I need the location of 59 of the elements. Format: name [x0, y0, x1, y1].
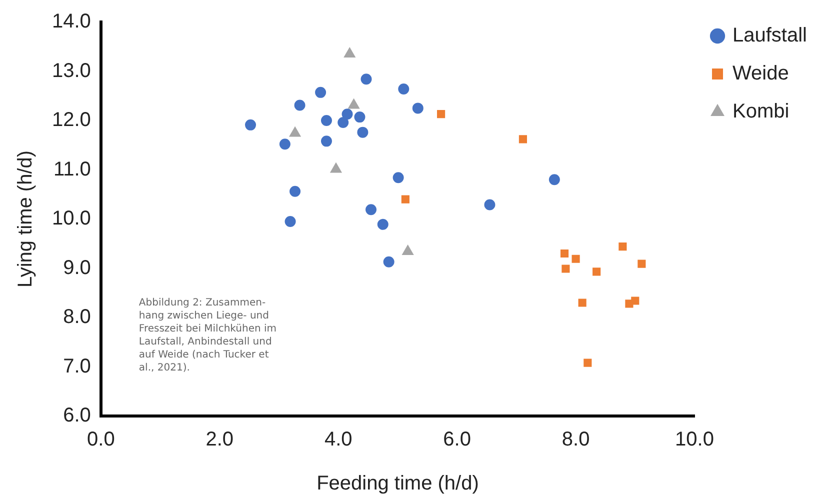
point	[638, 260, 646, 268]
annotation: Abbildung 2: Zusammen- hang zwischen Liege- und Fresszeit bei Milchkühen im Laufstall, Anbindestall und auf Weide (nach Tucker et al., 2021).	[138, 297, 277, 374]
x-tick-label: 6.0	[443, 428, 471, 451]
point	[366, 204, 377, 216]
point	[315, 86, 326, 98]
point	[398, 83, 410, 94]
point	[484, 199, 496, 210]
point	[279, 138, 290, 150]
y-tick-label: 14.0	[52, 10, 91, 33]
point	[320, 115, 332, 126]
x-tick-label: 0.0	[87, 428, 115, 451]
point	[584, 358, 592, 367]
point	[344, 48, 356, 58]
point	[338, 116, 349, 128]
legend-label: Kombi	[732, 100, 790, 123]
legend-label: Laufstall	[732, 24, 808, 47]
point	[330, 162, 342, 173]
point	[562, 264, 570, 273]
point	[412, 102, 424, 114]
y-tick-label: 11.0	[53, 158, 91, 180]
y-tick-label: 10.0	[52, 208, 91, 230]
point	[377, 218, 388, 230]
x-tick-label: 8.0	[562, 428, 590, 451]
point	[284, 216, 296, 227]
y-tick-label: 9.0	[63, 256, 91, 279]
y-tick-label: 8.0	[63, 306, 91, 328]
point	[245, 119, 256, 130]
point	[592, 268, 601, 276]
point	[548, 174, 560, 186]
y-tick-label: 6.0	[63, 404, 91, 427]
y-tick-label: 13.0	[52, 60, 91, 82]
point	[360, 74, 372, 85]
point	[290, 186, 301, 197]
x-axis-title: Feeding time (h/d)	[316, 472, 479, 495]
point	[392, 172, 404, 184]
y-tick-label: 12.0	[52, 109, 91, 132]
point	[578, 298, 586, 307]
point	[437, 110, 446, 118]
point	[518, 135, 527, 144]
point	[294, 100, 306, 111]
point	[354, 112, 366, 123]
point	[342, 108, 353, 120]
y-tick-label: 7.0	[63, 355, 91, 378]
point	[631, 296, 640, 305]
x-tick-label: 2.0	[206, 428, 234, 451]
point	[401, 195, 410, 204]
point	[618, 242, 627, 251]
point	[348, 98, 360, 109]
point	[289, 126, 301, 137]
point	[320, 136, 332, 147]
x-tick-label: 10.0	[675, 428, 714, 451]
point	[383, 256, 394, 268]
legend-label: Weide	[732, 62, 789, 85]
point	[572, 254, 580, 263]
point	[560, 249, 569, 258]
point	[357, 126, 368, 138]
y-axis-title: Lying time (h/d)	[14, 150, 37, 288]
point	[402, 245, 414, 256]
x-tick-label: 4.0	[324, 428, 352, 451]
